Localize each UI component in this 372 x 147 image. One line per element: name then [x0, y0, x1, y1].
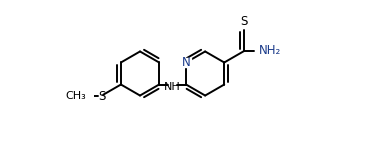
Text: S: S: [98, 90, 106, 103]
Text: NH₂: NH₂: [259, 44, 281, 57]
Text: CH₃: CH₃: [66, 91, 87, 101]
Text: N: N: [182, 56, 190, 69]
Text: NH: NH: [164, 82, 181, 92]
Bar: [181, 58, 191, 67]
Text: S: S: [241, 15, 248, 28]
